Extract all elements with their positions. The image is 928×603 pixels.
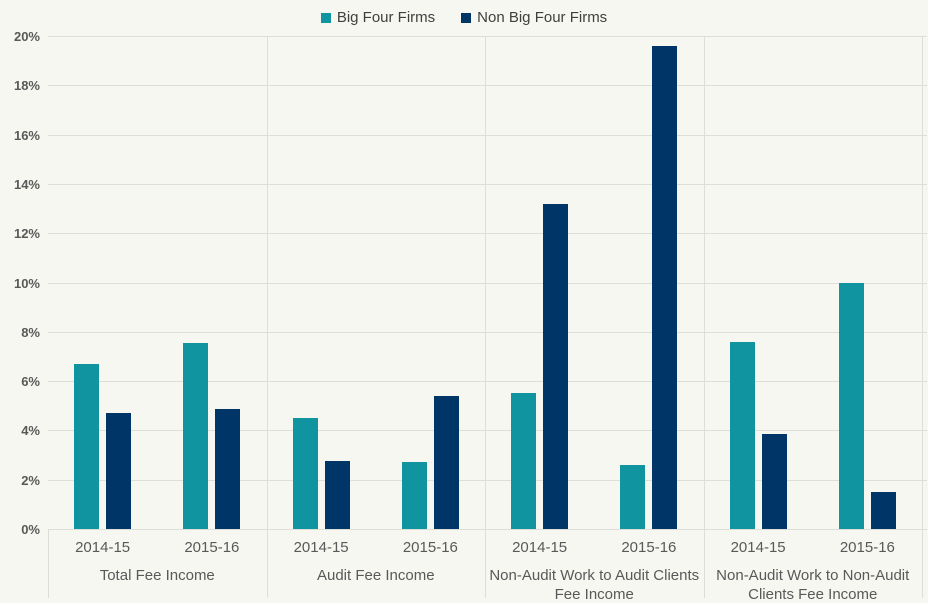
bar-big-four [183, 342, 209, 529]
bar-non-big-four [543, 203, 569, 529]
group-separator [266, 36, 268, 598]
y-tick-label: 6% [21, 374, 40, 390]
bar-non-big-four [652, 45, 678, 529]
y-tick-label: 20% [13, 29, 40, 44]
group-separator [485, 36, 486, 598]
y-tick-label: 14% [13, 176, 40, 192]
x-category-label: 2015-16 [839, 539, 895, 556]
group-label: Total Fee Income [99, 567, 215, 584]
group-label: Non-Audit Work to Non-Audit Clients Fee … [716, 567, 910, 603]
bar-non-big-four [215, 409, 241, 529]
y-axis: 0% 2% 4% 6% 8% 10% 12% 14% 16% 18% 20% [0, 29, 40, 537]
bar-big-four [74, 363, 100, 529]
plot-left-border [48, 529, 49, 598]
bar-non-big-four [761, 434, 787, 529]
gridline [48, 134, 927, 136]
y-tick-label: 12% [13, 226, 40, 242]
x-category-label: 2015-16 [402, 539, 458, 556]
legend-label-big-four: Big Four Firms [336, 9, 436, 26]
x-category-label: 2014-15 [512, 539, 568, 556]
gridline [48, 36, 927, 37]
group-label: Audit Fee Income [316, 567, 435, 584]
x-category-label: 2014-15 [730, 539, 786, 556]
bar-big-four [401, 462, 427, 529]
plot-area: Total Fee Income 2014-15 2015-16 Audit Fee … [48, 36, 927, 603]
legend-label-non-big-four: Non Big Four Firms [477, 9, 608, 26]
plot-right-border [922, 36, 923, 598]
x-category-label: 2014-15 [75, 539, 131, 556]
gridline [48, 430, 927, 432]
bar-non-big-four [870, 492, 896, 529]
bar-big-four [729, 341, 755, 529]
gridline [48, 331, 927, 333]
x-category-label: 2014-15 [293, 539, 349, 556]
y-tick-label: 16% [13, 127, 40, 143]
bar-big-four [620, 464, 646, 529]
legend-item-big-four-firms: Big Four Firms [320, 9, 436, 27]
gridline [48, 282, 927, 284]
legend-item-non-big-four-firms: Non Big Four Firms [461, 9, 607, 27]
legend: Big Four Firms Non Big Four Firms [0, 9, 928, 27]
x-axis-line [48, 529, 927, 530]
gridline [48, 479, 927, 481]
bar-big-four [838, 282, 864, 529]
bar-non-big-four [433, 395, 459, 529]
legend-swatch-big-four-icon [320, 13, 331, 23]
legend-swatch-non-big-four-icon [461, 13, 472, 23]
gridline [48, 183, 927, 185]
bar-non-big-four [106, 413, 132, 529]
x-category-label: 2015-16 [621, 539, 677, 556]
bar-big-four [511, 393, 537, 529]
y-tick-label: 18% [13, 78, 40, 94]
gridline [48, 85, 927, 87]
group-separator [703, 36, 705, 598]
y-tick-label: 0% [21, 522, 40, 537]
y-tick-label: 4% [21, 423, 40, 439]
y-tick-label: 2% [21, 472, 40, 488]
group-label: Non-Audit Work to Audit Clients Fee Inco… [489, 567, 700, 603]
gridline [48, 233, 927, 235]
bar-non-big-four [324, 461, 350, 529]
x-category-label: 2015-16 [184, 539, 240, 556]
y-tick-label: 8% [21, 324, 40, 340]
y-tick-label: 10% [13, 275, 40, 291]
bar-big-four [292, 418, 318, 529]
gridline [48, 381, 927, 383]
